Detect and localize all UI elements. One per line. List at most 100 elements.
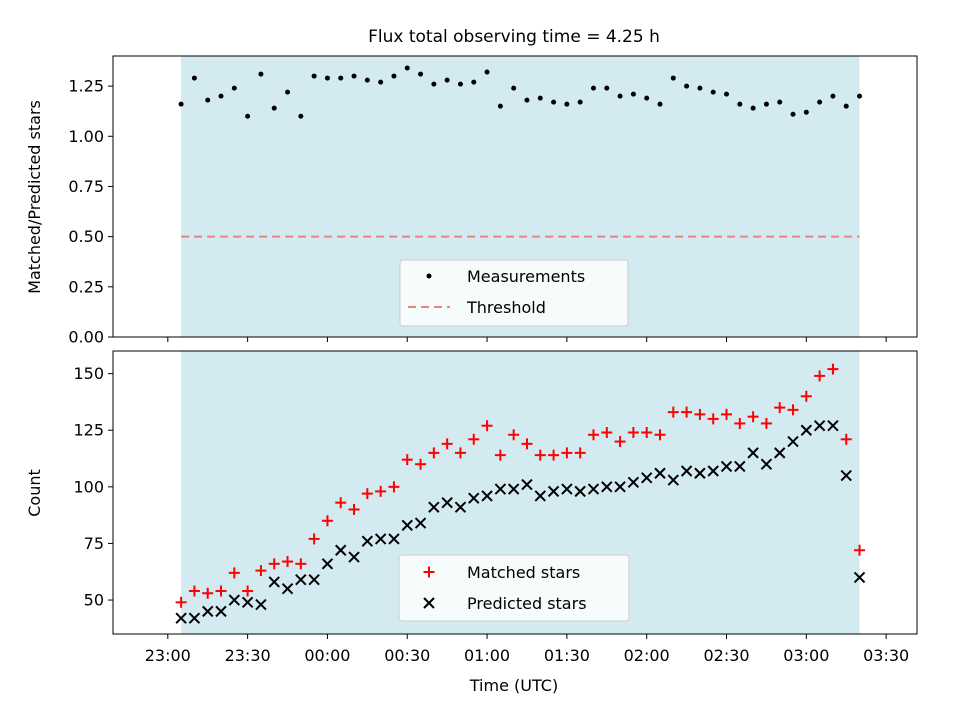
measurement-point bbox=[364, 77, 370, 83]
measurement-point bbox=[271, 105, 277, 111]
predicted-star-point bbox=[468, 492, 480, 504]
matched-star-point bbox=[401, 454, 413, 466]
measurement-point bbox=[311, 73, 317, 79]
measurement-point bbox=[737, 101, 743, 107]
matched-star-point bbox=[800, 390, 812, 402]
measurement-point bbox=[497, 103, 503, 109]
predicted-star-point bbox=[547, 485, 560, 498]
count-panel-frame bbox=[112, 350, 918, 635]
predicted-star-point bbox=[202, 605, 214, 618]
ratio-y-ticks: 0.00 0.25 0.50 0.75 1.00 1.25 bbox=[68, 77, 113, 347]
predicted-star-point bbox=[587, 483, 600, 495]
predicted-star-point bbox=[441, 496, 453, 509]
matched-legend-plus bbox=[423, 566, 435, 578]
x-tick-label: 23:00 bbox=[145, 646, 191, 665]
y-tick-label: 0.25 bbox=[68, 277, 104, 296]
predicted-star-point bbox=[760, 458, 773, 470]
predicted-star-point bbox=[774, 447, 786, 459]
count-panel: 50 75 100 125 150 23:00 23:30 00:00 00:30 01:00 0… bbox=[25, 350, 918, 695]
predicted-star-point bbox=[188, 612, 201, 624]
measurement-point bbox=[750, 105, 756, 111]
predicted-star-point bbox=[321, 558, 334, 570]
x-tick-label: 00:00 bbox=[304, 646, 350, 665]
predicted-star-point bbox=[374, 533, 387, 545]
measurement-point bbox=[710, 89, 716, 95]
measurement-point bbox=[803, 109, 809, 115]
y-tick-label: 125 bbox=[73, 421, 104, 440]
predicted-star-point bbox=[640, 472, 653, 484]
matched-star-point bbox=[587, 429, 599, 441]
predicted-star-point bbox=[601, 481, 613, 493]
ratio-legend: Measurements Threshold bbox=[399, 259, 629, 327]
predicted-star-point bbox=[840, 469, 852, 482]
ratio-x-ticks bbox=[167, 337, 887, 342]
measurement-point bbox=[617, 93, 623, 99]
measurement-point bbox=[338, 75, 344, 81]
predicted-star-point bbox=[361, 535, 374, 547]
matched-star-point bbox=[614, 436, 626, 448]
measurement-point bbox=[178, 101, 184, 107]
matched-star-point bbox=[361, 488, 373, 500]
matched-star-point bbox=[734, 417, 746, 429]
x-tick-label: 01:00 bbox=[464, 646, 510, 665]
predicted-star-point bbox=[734, 460, 746, 473]
matched-star-point bbox=[268, 558, 280, 570]
measurement-point bbox=[285, 89, 291, 95]
predicted-star-point bbox=[295, 573, 307, 586]
predicted-star-point bbox=[175, 612, 187, 624]
matched-star-point bbox=[787, 404, 799, 416]
measurement-point bbox=[537, 95, 543, 101]
measurement-point bbox=[351, 73, 357, 79]
predicted-star-point bbox=[800, 424, 813, 436]
predicted-star-point bbox=[428, 501, 440, 513]
measurement-point bbox=[857, 93, 863, 99]
measurement-point bbox=[777, 99, 783, 105]
predicted-star-point bbox=[667, 474, 680, 486]
matched-star-point bbox=[814, 370, 826, 382]
matched-star-point bbox=[760, 417, 772, 429]
matched-star-point bbox=[574, 447, 586, 459]
y-tick-label: 75 bbox=[84, 534, 104, 553]
measurements-legend-label: Measurements bbox=[467, 267, 585, 286]
matched-star-point bbox=[827, 363, 839, 375]
matched-star-point bbox=[481, 420, 493, 432]
matched-star-point bbox=[774, 402, 786, 414]
y-tick-label: 1.00 bbox=[68, 127, 104, 146]
y-tick-label: 1.25 bbox=[68, 77, 104, 96]
measurement-point bbox=[418, 71, 424, 77]
predicted-star-point bbox=[228, 594, 241, 606]
matched-star-point bbox=[255, 565, 267, 577]
matched-star-point bbox=[415, 458, 427, 470]
predicted-star-point bbox=[215, 605, 227, 618]
measurement-point bbox=[590, 85, 596, 91]
matched-star-point bbox=[854, 544, 866, 556]
x-tick-label: 02:00 bbox=[624, 646, 670, 665]
matched-star-point bbox=[468, 433, 480, 445]
predicted-star-point bbox=[507, 483, 520, 495]
matched-star-point bbox=[348, 503, 360, 515]
measurement-point bbox=[657, 101, 663, 107]
ratio-y-axis-label: Matched/Predicted stars bbox=[25, 100, 44, 294]
matched-star-point bbox=[295, 558, 307, 570]
measurement-point bbox=[551, 99, 557, 105]
measurement-point bbox=[484, 69, 490, 75]
measurement-point bbox=[191, 75, 197, 81]
predicted-star-point bbox=[241, 596, 254, 609]
y-tick-label: 50 bbox=[84, 591, 104, 610]
measurement-point bbox=[830, 93, 836, 99]
matched-star-point bbox=[308, 533, 320, 545]
measurement-point bbox=[697, 85, 703, 91]
measurement-point bbox=[444, 77, 450, 83]
measurements-legend-marker bbox=[426, 273, 432, 279]
matched-star-point bbox=[175, 596, 187, 608]
predicted-star-point bbox=[561, 483, 573, 495]
measurement-point bbox=[205, 97, 211, 103]
predicted-star-point bbox=[853, 571, 866, 584]
measurement-point bbox=[404, 65, 410, 71]
measurement-point bbox=[843, 103, 849, 109]
predicted-star-point bbox=[494, 483, 507, 495]
predicted-star-point bbox=[454, 501, 467, 513]
predicted-star-points bbox=[175, 420, 866, 624]
measurement-point bbox=[644, 95, 650, 101]
predicted-legend-marker bbox=[423, 597, 435, 609]
